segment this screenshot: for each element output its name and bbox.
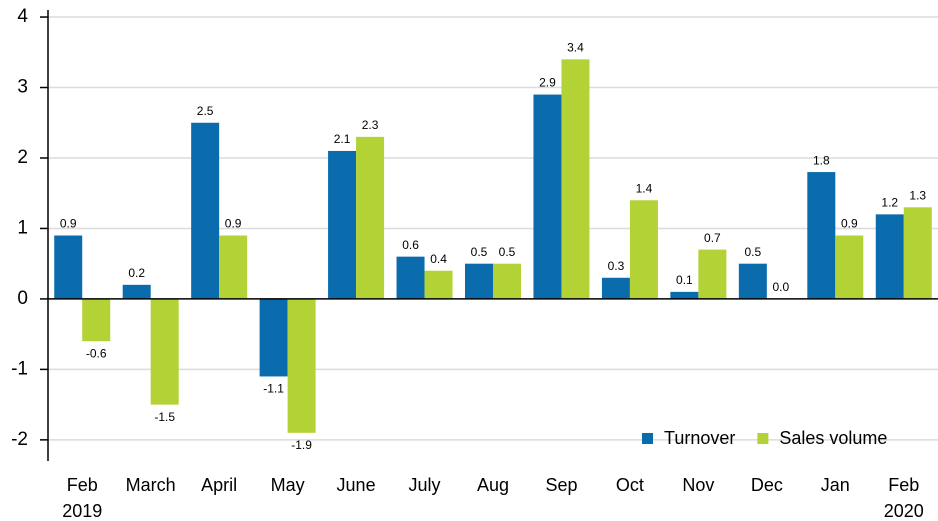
x-tick-label: Feb	[888, 475, 919, 495]
value-label: 0.3	[608, 259, 625, 273]
bar	[875, 214, 904, 299]
legend-label: Turnover	[664, 428, 735, 448]
bar	[424, 270, 453, 299]
value-label: 1.4	[636, 181, 653, 195]
y-tick-label: 0	[17, 288, 28, 309]
bar	[601, 277, 630, 299]
value-label: 0.5	[471, 245, 488, 259]
x-tick-label: June	[337, 475, 376, 495]
legend-swatch	[642, 433, 653, 444]
value-label: 0.9	[60, 217, 77, 231]
bar	[150, 298, 179, 405]
value-label: 0.7	[704, 231, 721, 245]
value-label: -1.9	[291, 438, 312, 452]
bar	[561, 59, 590, 299]
value-label: 2.5	[197, 104, 214, 118]
bar	[493, 263, 521, 299]
bar	[396, 256, 425, 299]
y-tick-label: 3	[17, 77, 28, 98]
bar	[54, 235, 83, 299]
value-label: -0.6	[86, 346, 107, 360]
bar	[219, 235, 248, 299]
bar	[356, 136, 385, 299]
x-tick-label: Dec	[751, 475, 783, 495]
x-tick-label: Oct	[616, 475, 644, 495]
value-label: 0.9	[225, 217, 242, 231]
x-tick-label: Sep	[545, 475, 577, 495]
bar	[259, 298, 288, 377]
bar	[287, 298, 316, 433]
value-label: -1.1	[263, 382, 284, 396]
value-label: 1.3	[909, 188, 926, 202]
y-tick-label: 1	[17, 217, 28, 238]
value-label: 2.1	[334, 132, 351, 146]
value-label: 2.3	[362, 118, 379, 132]
y-tick-label: 2	[17, 147, 28, 168]
x-tick-label: July	[409, 475, 441, 495]
value-label: 0.6	[402, 238, 419, 252]
legend-label: Sales volume	[779, 428, 887, 448]
value-label: 0.9	[841, 217, 858, 231]
bar	[807, 172, 836, 299]
bar	[738, 263, 767, 299]
y-tick-label: -2	[11, 429, 28, 450]
y-tick-label: 4	[17, 6, 28, 27]
bar	[533, 94, 562, 299]
bar	[328, 150, 357, 299]
value-label: 0.1	[676, 273, 693, 287]
value-label: 0.2	[128, 266, 145, 280]
value-label: 0.0	[773, 280, 790, 294]
x-tick-label: Aug	[477, 475, 509, 495]
bar	[698, 249, 727, 299]
x-tick-label: April	[201, 475, 237, 495]
bar	[191, 122, 220, 299]
value-label: 0.5	[745, 245, 762, 259]
x-tick-label: March	[126, 475, 176, 495]
bar	[122, 284, 151, 299]
value-label: 0.4	[430, 252, 447, 266]
bar	[82, 298, 111, 342]
value-label: 1.2	[881, 196, 898, 210]
bar	[465, 263, 493, 299]
bar	[903, 207, 932, 299]
bar	[670, 291, 699, 299]
x-tick-label: 2019	[62, 501, 102, 521]
y-tick-label: -1	[11, 358, 28, 379]
legend-swatch	[757, 433, 769, 444]
x-tick-label: Jan	[821, 475, 850, 495]
value-label: -1.5	[154, 410, 175, 424]
x-tick-label: May	[271, 475, 305, 495]
value-label: 0.5	[499, 245, 516, 259]
value-label: 2.9	[539, 76, 556, 90]
x-tick-label: 2020	[884, 501, 924, 521]
bar	[835, 235, 864, 299]
x-tick-label: Nov	[682, 475, 714, 495]
value-label: 3.4	[567, 41, 584, 55]
bar	[629, 200, 658, 299]
x-tick-label: Feb	[67, 475, 98, 495]
value-label: 1.8	[813, 153, 830, 167]
